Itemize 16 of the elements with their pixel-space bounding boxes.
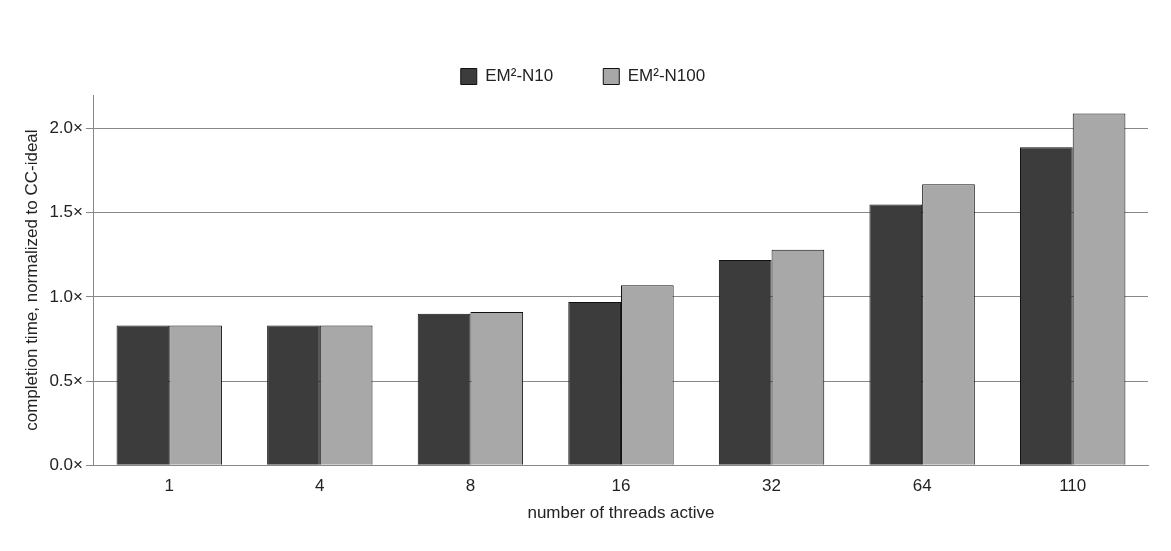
x-tick-label: 1 [164, 476, 174, 496]
y-tick-label: 0.0× [49, 454, 83, 474]
x-tick-label: 4 [315, 476, 325, 496]
y-tick-label: 2.0× [49, 118, 83, 138]
x-tick-label: 110 [1059, 476, 1087, 496]
x-tick-label: 16 [611, 476, 631, 496]
y-axis-title: completion time, normalized to CC-ideal [21, 129, 41, 431]
x-tick-label: 32 [762, 476, 782, 496]
legend-label: EM²-N100 [627, 66, 706, 86]
y-tick-label: 0.5× [49, 370, 83, 390]
legend-label: EM²-N10 [485, 66, 554, 86]
x-tick-label: 64 [912, 476, 932, 496]
y-tick-label: 1.5× [49, 202, 83, 222]
x-axis-title: number of threads active [527, 503, 715, 523]
y-tick-label: 1.0× [49, 286, 83, 306]
x-tick-label: 8 [465, 476, 476, 496]
